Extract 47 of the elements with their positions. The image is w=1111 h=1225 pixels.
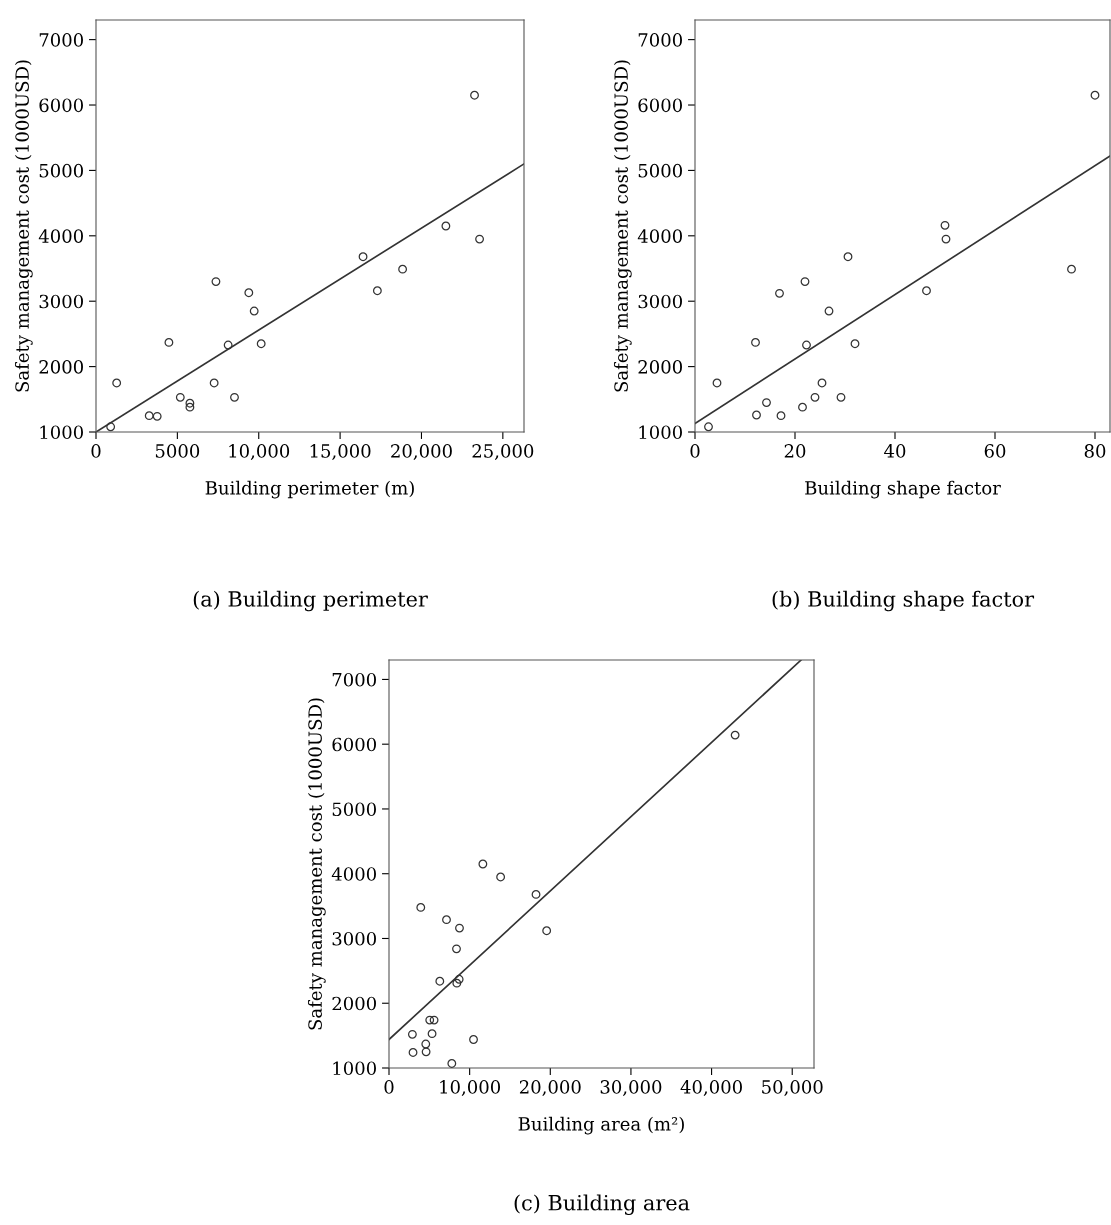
y-tick-label: 4000 — [637, 229, 682, 243]
y-tick-label: 2000 — [638, 360, 682, 374]
y-tick-label: 7000 — [39, 33, 83, 47]
x-tick-label: 5000 — [155, 444, 200, 458]
y-tick-label: 3000 — [332, 931, 376, 946]
x-tick-label: 30,000 — [600, 1080, 662, 1096]
y-tick-label: 3000 — [39, 294, 83, 309]
y-axis-title: Safety management cost (1000USD) — [307, 698, 326, 1030]
y-tick-label: 7000 — [332, 672, 376, 687]
x-tick-label: 15,000 — [310, 444, 371, 460]
x-tick-label: 80 — [1084, 444, 1106, 458]
y-tick-label: 4000 — [331, 867, 376, 881]
x-tick-label: 0 — [91, 444, 101, 458]
y-tick-label: 6000 — [39, 98, 83, 113]
x-tick-label: 0 — [690, 444, 700, 458]
y-axis-title: Safety management cost (1000USD) — [613, 60, 632, 392]
x-tick-label: 20,000 — [519, 1080, 581, 1096]
y-tick-label: 4000 — [38, 229, 83, 243]
x-tick-label: 10,000 — [440, 1080, 501, 1096]
x-tick-label: 20 — [784, 444, 806, 458]
x-axis-title: Building area (m²) — [518, 1116, 684, 1135]
x-axis-title: Building shape factor — [805, 480, 1001, 499]
y-tick-label: 1000 — [639, 425, 682, 440]
text: (a) Building perimeter — [193, 590, 428, 612]
y-tick-label: 7000 — [638, 33, 682, 47]
y-tick-label: 1000 — [40, 425, 83, 440]
y-tick-label: 3000 — [638, 294, 682, 309]
text: (c) Building area — [514, 1194, 690, 1215]
x-tick-label: 20,000 — [391, 444, 452, 460]
y-axis-title: Safety management cost (1000USD) — [14, 60, 33, 392]
y-tick-label: 1000 — [333, 1061, 376, 1076]
y-tick-label: 6000 — [638, 98, 682, 113]
y-tick-label: 5000 — [39, 163, 83, 178]
y-tick-label: 6000 — [332, 737, 376, 752]
x-tick-label: 10,000 — [229, 444, 290, 460]
y-tick-label: 5000 — [332, 802, 376, 817]
text: (b) Building shape factor — [772, 590, 1035, 612]
x-tick-label: 60 — [984, 444, 1006, 458]
x-tick-label: 40 — [884, 444, 906, 458]
x-tick-label: 25,000 — [472, 444, 534, 460]
x-tick-label: 50,000 — [762, 1080, 823, 1096]
y-tick-label: 2000 — [332, 996, 376, 1011]
x-tick-label: 0 — [384, 1080, 394, 1094]
y-tick-label: 5000 — [638, 163, 682, 178]
x-axis-title: Building perimeter (m) — [205, 480, 414, 499]
x-tick-label: 40,000 — [680, 1080, 742, 1096]
y-tick-label: 2000 — [39, 360, 83, 374]
